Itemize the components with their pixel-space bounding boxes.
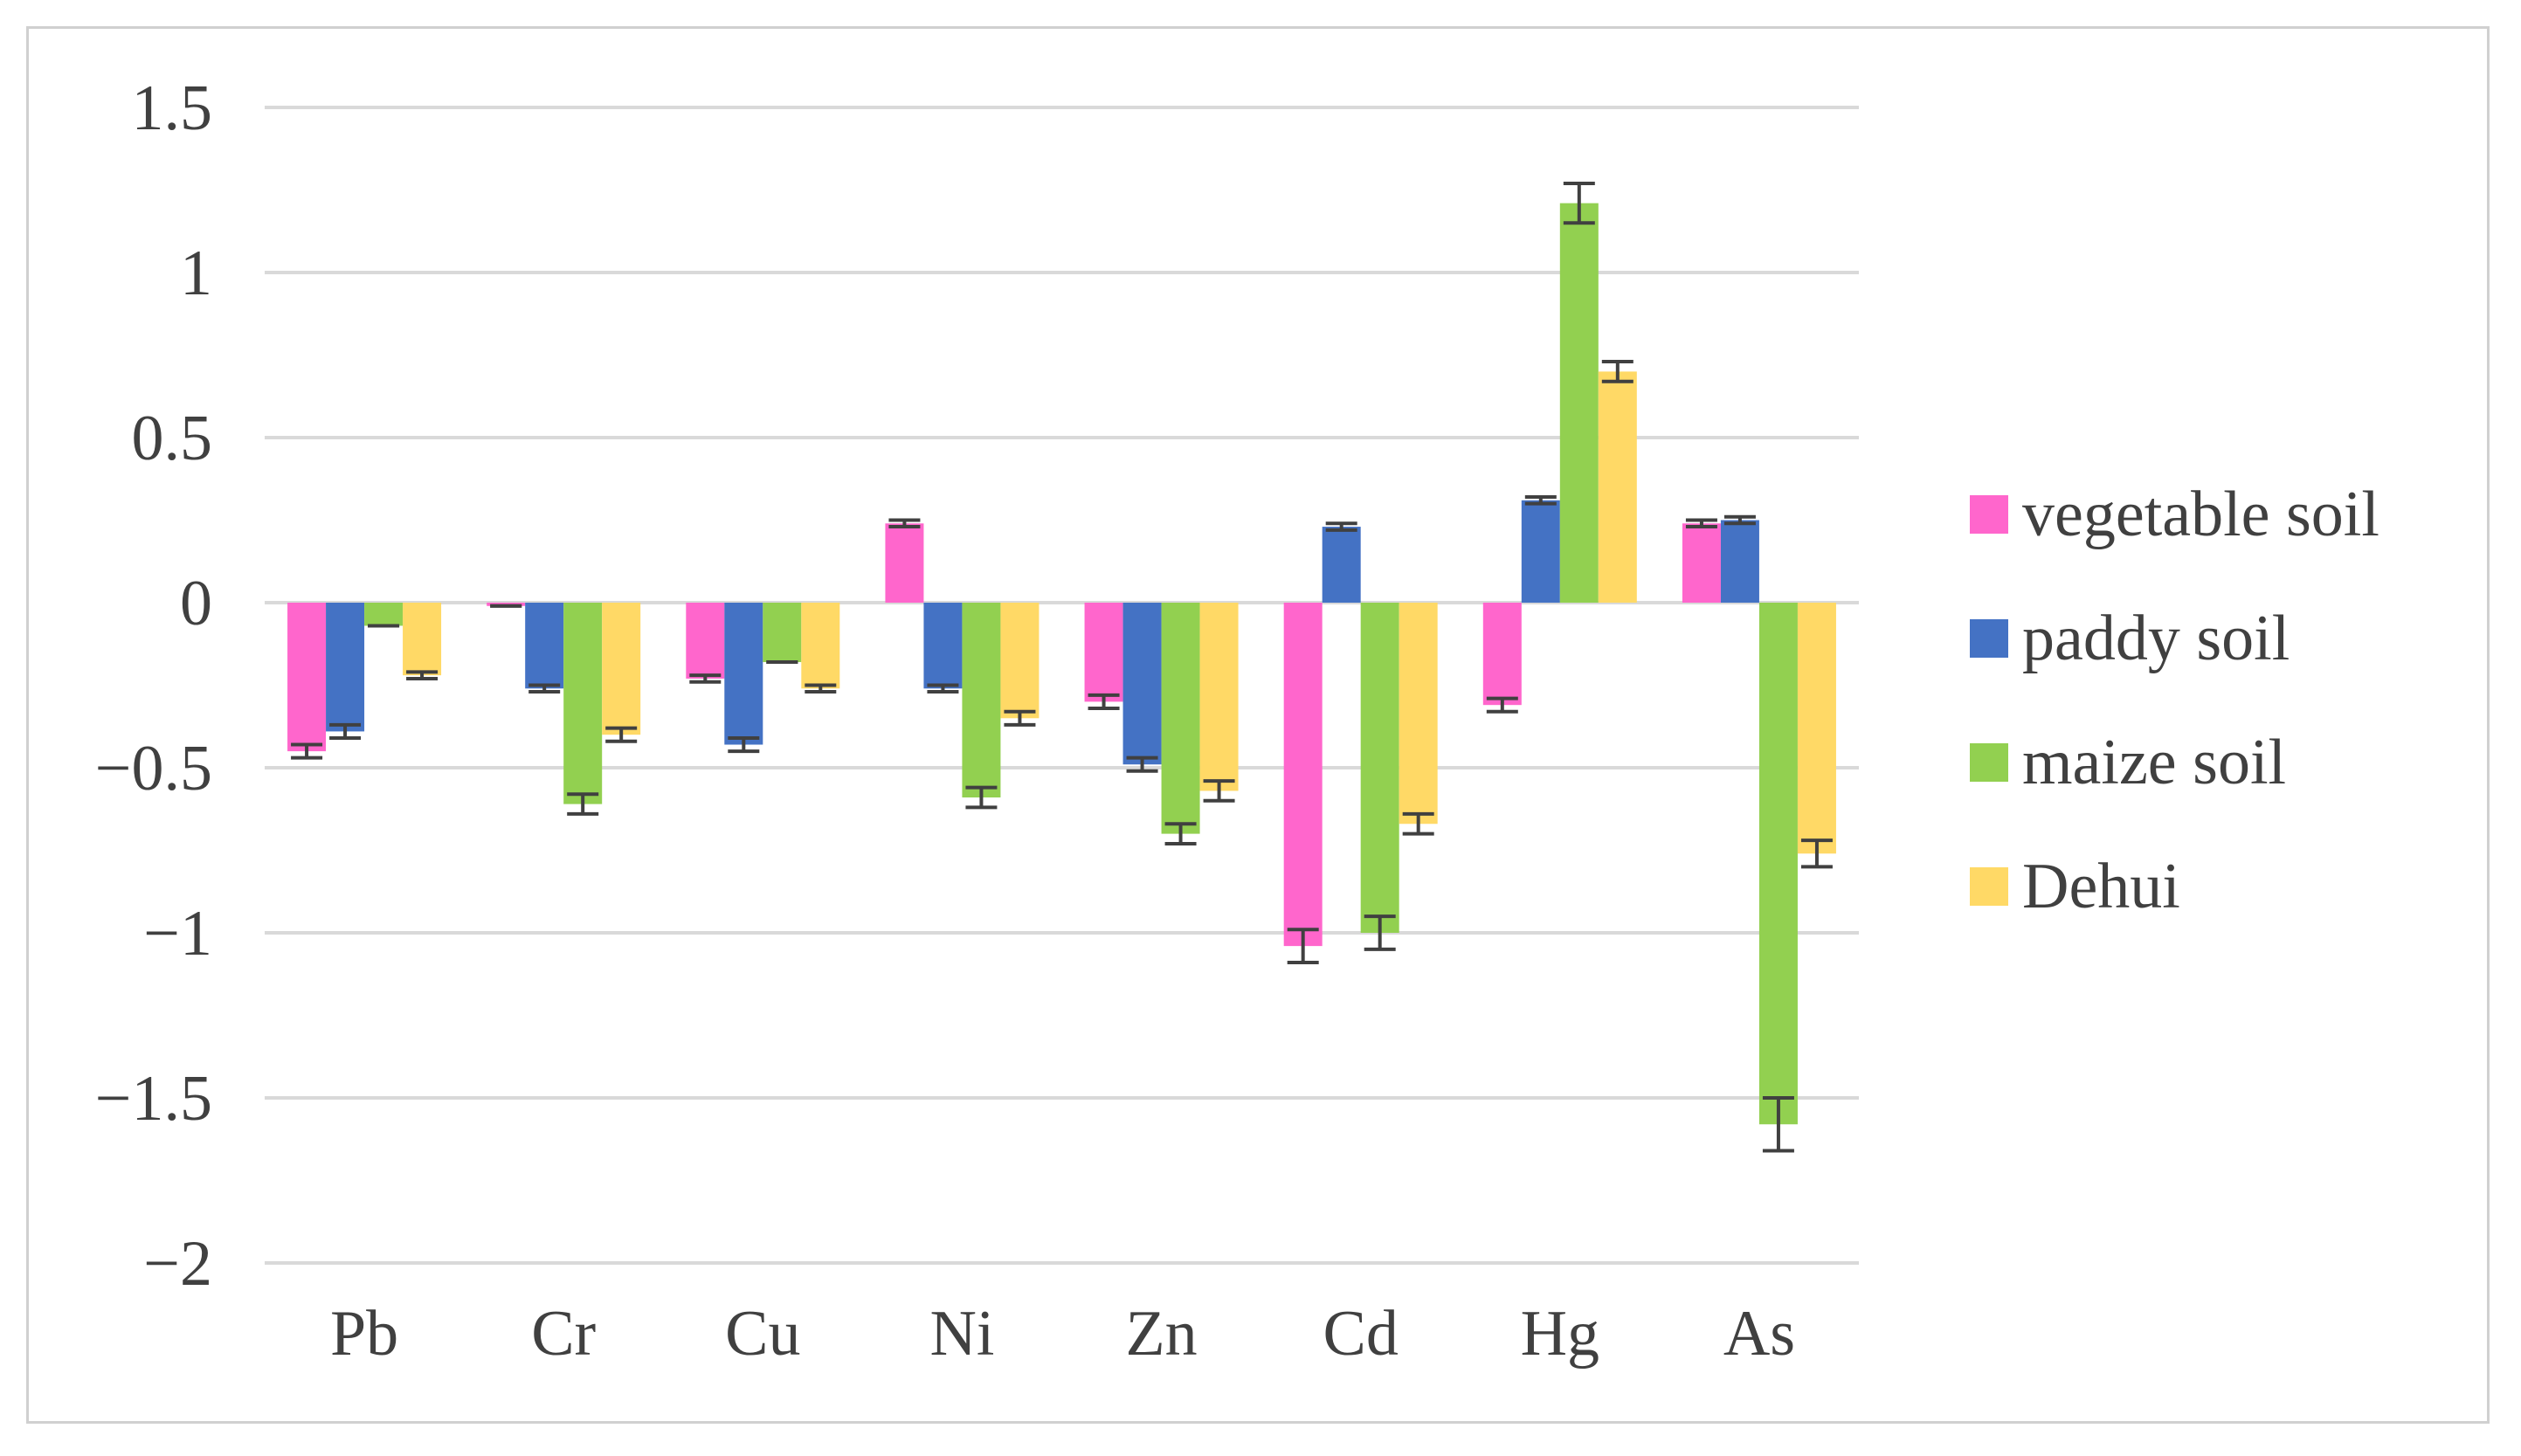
bar-maize-soil-pb bbox=[364, 603, 404, 626]
bar-dehui-hg bbox=[1598, 371, 1637, 603]
bar-maize-soil-hg bbox=[1559, 203, 1599, 603]
error-bar bbox=[1402, 811, 1434, 836]
bar-maize-soil-zn bbox=[1161, 603, 1200, 834]
error-bar bbox=[888, 518, 921, 529]
bar-paddy-soil-zn bbox=[1122, 603, 1162, 765]
y-tick-label: 0.5 bbox=[132, 403, 213, 474]
error-bar bbox=[1601, 360, 1633, 383]
legend-label: vegetable soil bbox=[2022, 479, 2379, 550]
bar-dehui-cu bbox=[801, 603, 840, 689]
error-bar bbox=[728, 735, 760, 754]
error-bar bbox=[1563, 181, 1595, 225]
bar-paddy-soil-hg bbox=[1521, 500, 1560, 603]
y-tick-label: −1 bbox=[143, 898, 212, 970]
error-bar bbox=[689, 673, 722, 684]
y-tick-label: 1.5 bbox=[132, 72, 213, 144]
bar-chart: 1.5 1 0.5 0 −0.5 −1 −1.5 −2 Pb Cr Cu Ni Zn Cd Hg As ve… bbox=[95, 72, 2379, 1370]
bar-maize-soil-cr bbox=[563, 603, 603, 804]
bar-paddy-soil-cu bbox=[724, 603, 763, 745]
error-bar bbox=[1723, 514, 1756, 526]
bar-paddy-soil-pb bbox=[326, 603, 365, 732]
x-tick-label-hg: Hg bbox=[1521, 1298, 1599, 1370]
grid-lines bbox=[265, 106, 1859, 1265]
bar-dehui-cd bbox=[1399, 603, 1438, 825]
error-bar bbox=[1800, 838, 1833, 869]
error-bar bbox=[805, 683, 837, 694]
legend-label: paddy soil bbox=[2022, 603, 2290, 674]
bar-dehui-pb bbox=[403, 603, 442, 676]
y-tick-label: −2 bbox=[143, 1228, 212, 1300]
x-tick-label-cu: Cu bbox=[725, 1298, 800, 1370]
legend-swatch bbox=[1970, 867, 2008, 906]
legend: vegetable soil paddy soil maize soil Dehui bbox=[1970, 479, 2379, 922]
bar-dehui-ni bbox=[1000, 603, 1039, 719]
bar-maize-soil-as bbox=[1758, 603, 1798, 1125]
error-bar bbox=[1524, 495, 1557, 506]
bar-paddy-soil-as bbox=[1720, 520, 1759, 603]
bar-vegetable-soil-pb bbox=[287, 603, 327, 752]
error-bar bbox=[1088, 693, 1120, 710]
error-bar bbox=[1126, 756, 1158, 773]
y-tick-label: 1 bbox=[180, 238, 212, 309]
bar-paddy-soil-cr bbox=[525, 603, 564, 689]
y-tick-label: −1.5 bbox=[95, 1063, 212, 1135]
x-tick-label-as: As bbox=[1723, 1298, 1795, 1370]
bar-vegetable-soil-as bbox=[1682, 523, 1721, 603]
legend-swatch bbox=[1970, 495, 2008, 534]
error-bar bbox=[291, 742, 323, 760]
legend-label: maize soil bbox=[2022, 727, 2286, 798]
y-axis-ticks: 1.5 1 0.5 0 −0.5 −1 −1.5 −2 bbox=[95, 72, 212, 1300]
bar-paddy-soil-cd bbox=[1322, 527, 1361, 603]
legend-label: Dehui bbox=[2022, 851, 2180, 922]
error-bar bbox=[1325, 521, 1357, 532]
x-tick-label-ni: Ni bbox=[929, 1298, 994, 1370]
x-tick-label-cd: Cd bbox=[1323, 1298, 1399, 1370]
bar-dehui-as bbox=[1797, 603, 1836, 854]
error-bar bbox=[528, 683, 561, 694]
error-bar bbox=[965, 785, 998, 810]
bar-paddy-soil-ni bbox=[923, 603, 963, 689]
x-tick-label-pb: Pb bbox=[330, 1298, 398, 1370]
error-bar bbox=[1762, 1096, 1794, 1153]
legend-swatch bbox=[1970, 743, 2008, 782]
error-bar bbox=[1685, 518, 1717, 529]
bar-vegetable-soil-cd bbox=[1283, 603, 1323, 947]
error-bar bbox=[567, 792, 599, 816]
error-bar bbox=[1486, 696, 1518, 714]
bar-vegetable-soil-ni bbox=[885, 523, 924, 603]
bar-vegetable-soil-hg bbox=[1482, 603, 1522, 706]
x-tick-label-zn: Zn bbox=[1125, 1298, 1197, 1370]
legend-item-vegetable-soil: vegetable soil bbox=[1970, 479, 2379, 550]
y-tick-label: −0.5 bbox=[95, 733, 212, 804]
legend-swatch bbox=[1970, 619, 2008, 658]
chart-frame: 1.5 1 0.5 0 −0.5 −1 −1.5 −2 Pb Cr Cu Ni Zn Cd Hg As ve… bbox=[26, 26, 2490, 1424]
bar-vegetable-soil-cu bbox=[686, 603, 725, 679]
error-bar bbox=[406, 670, 439, 680]
bar-maize-soil-cu bbox=[763, 603, 802, 663]
error-bars bbox=[291, 181, 1833, 1153]
error-bar bbox=[1364, 914, 1396, 951]
error-bar bbox=[1164, 822, 1197, 845]
error-bar bbox=[605, 726, 638, 743]
error-bar bbox=[1287, 928, 1319, 965]
bar-vegetable-soil-zn bbox=[1084, 603, 1123, 702]
legend-item-paddy-soil: paddy soil bbox=[1970, 603, 2290, 674]
bars bbox=[287, 203, 1836, 1125]
legend-item-maize-soil: maize soil bbox=[1970, 727, 2286, 798]
bar-dehui-cr bbox=[602, 603, 641, 735]
error-bar bbox=[1203, 779, 1235, 803]
x-tick-label-cr: Cr bbox=[531, 1298, 596, 1370]
bar-maize-soil-ni bbox=[962, 603, 1001, 798]
error-bar bbox=[329, 722, 362, 740]
error-bar bbox=[927, 683, 959, 694]
y-tick-label: 0 bbox=[180, 568, 212, 639]
bar-dehui-zn bbox=[1199, 603, 1239, 791]
legend-item-dehui: Dehui bbox=[1970, 851, 2180, 922]
x-axis-ticks: Pb Cr Cu Ni Zn Cd Hg As bbox=[330, 1298, 1795, 1370]
bar-maize-soil-cd bbox=[1360, 603, 1399, 933]
error-bar bbox=[1004, 709, 1036, 727]
